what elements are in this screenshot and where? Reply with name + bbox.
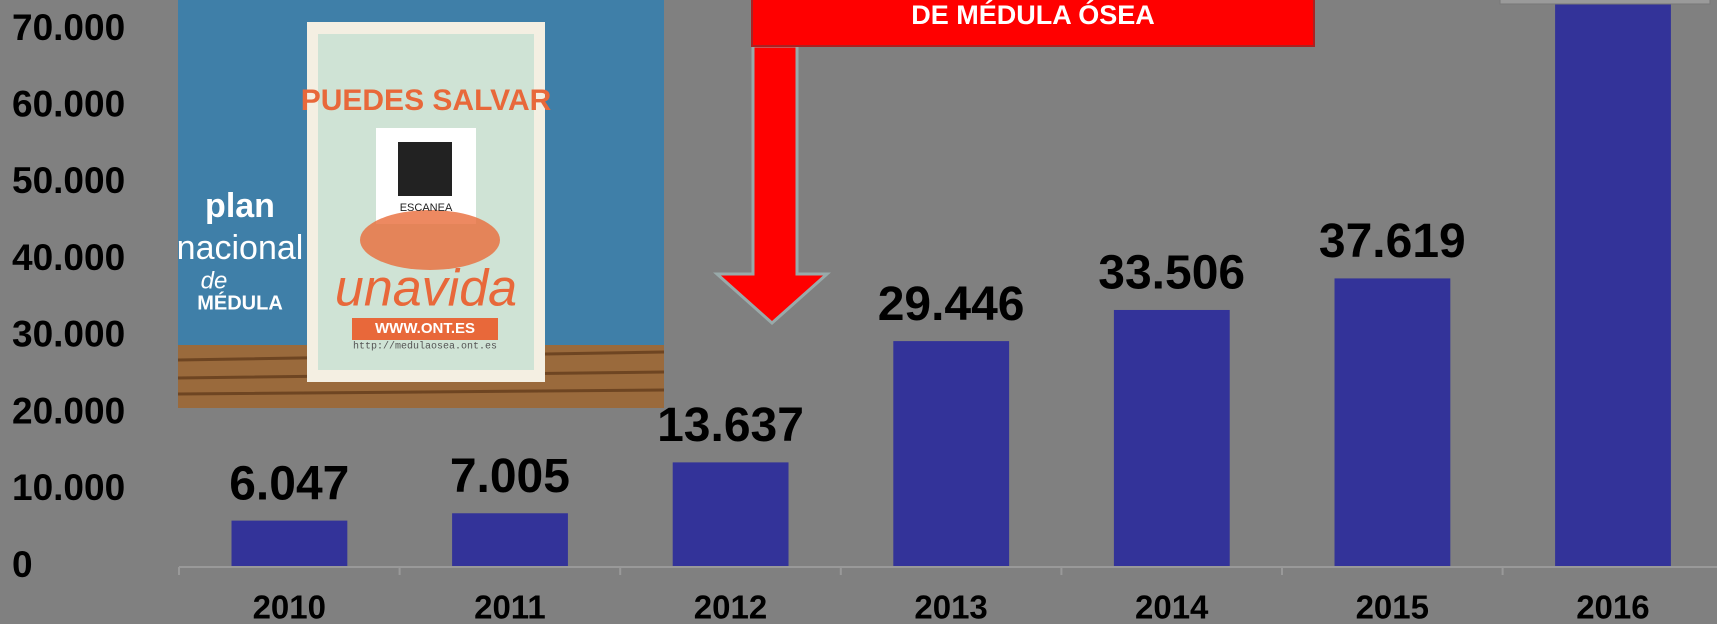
- poster-text: PUEDES SALVAR: [301, 84, 552, 117]
- page: PUEDES SALVAR ESCANEA unavida WWW.ONT.ES…: [0, 0, 1717, 624]
- x-tick-label: 2013: [914, 589, 987, 624]
- data-label: 7.005: [450, 450, 570, 503]
- data-label: 13.637: [657, 399, 804, 452]
- bar: [893, 341, 1009, 567]
- bar: [1555, 0, 1671, 567]
- data-label: 6.047: [229, 457, 349, 510]
- annotation: DE MÉDULA ÓSEA: [911, 0, 1155, 30]
- poster-text: MÉDULA: [197, 291, 283, 314]
- y-tick-label: 30.000: [12, 314, 125, 355]
- y-tick-label: 50.000: [12, 160, 125, 201]
- data-label: 37.619: [1319, 215, 1466, 268]
- data-label: 29.446: [878, 278, 1025, 331]
- y-tick-label: 60.000: [12, 83, 125, 124]
- y-tick-label: 10.000: [12, 467, 125, 508]
- bar: [452, 513, 568, 567]
- bar: [1335, 278, 1451, 567]
- poster-text: WWW.ONT.ES: [375, 320, 475, 337]
- poster-text: de: [201, 267, 228, 294]
- corner-box: [1500, 0, 1710, 4]
- poster-text: plan: [205, 187, 275, 225]
- chart: PUEDES SALVAR ESCANEA unavida WWW.ONT.ES…: [0, 0, 1717, 624]
- poster-text: http://medulaosea.ont.es: [353, 341, 497, 353]
- x-tick-label: 2011: [474, 589, 546, 624]
- poster: PUEDES SALVAR ESCANEA unavida WWW.ONT.ES…: [177, 0, 664, 408]
- data-label: 33.506: [1098, 247, 1245, 300]
- poster-text: ESCANEA: [400, 202, 453, 214]
- y-tick-label: 0: [12, 544, 33, 585]
- x-tick-label: 2016: [1576, 589, 1649, 624]
- y-tick-label: 40.000: [12, 237, 125, 278]
- y-tick-label: 20.000: [12, 390, 125, 431]
- poster-text: nacional: [177, 229, 304, 267]
- x-tick-label: 2012: [694, 589, 767, 624]
- bar: [1114, 310, 1230, 567]
- poster-text: unavida: [335, 260, 517, 318]
- bar: [673, 462, 789, 567]
- x-tick-label: 2014: [1135, 589, 1209, 624]
- x-tick-label: 2010: [253, 589, 326, 624]
- x-tick-label: 2015: [1356, 589, 1429, 624]
- y-tick-label: 70.000: [12, 7, 125, 48]
- arrow: [717, 46, 827, 323]
- qr-code: [398, 142, 452, 196]
- bar: [232, 521, 348, 567]
